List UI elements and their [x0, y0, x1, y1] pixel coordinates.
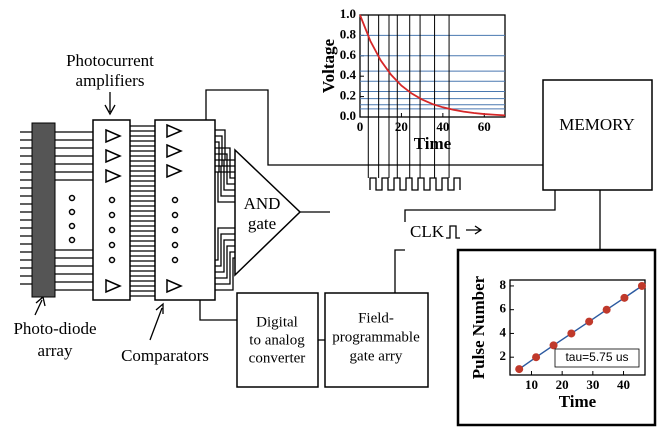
block-label: MEMORY — [559, 115, 635, 134]
block-label: to analog — [249, 332, 305, 348]
fpga-box — [324, 292, 429, 388]
data-point — [549, 341, 558, 350]
x-tick-label: 0 — [357, 119, 364, 134]
annotation: tau=5.75 us — [565, 350, 628, 364]
x-axis-label: Time — [559, 392, 597, 411]
label: Photocurrent — [66, 51, 154, 70]
data-point — [637, 281, 646, 290]
y-tick-label: 0.2 — [340, 88, 356, 103]
y-tick-label: 0.4 — [340, 67, 357, 82]
data-point — [515, 365, 524, 374]
block-label: converter — [249, 350, 306, 366]
label: Photo-diode — [13, 319, 96, 338]
y-tick-label: 1.0 — [340, 6, 356, 21]
x-tick-label: 30 — [586, 377, 599, 392]
wiring — [20, 89, 601, 341]
block-label: gate arry — [350, 348, 403, 364]
y-tick-label: 0.8 — [340, 26, 357, 41]
x-tick-label: 40 — [617, 377, 630, 392]
x-tick-label: 20 — [395, 119, 408, 134]
labels: Photocurrent amplifiers Comparators Phot… — [13, 51, 634, 367]
x-tick-label: 20 — [556, 377, 569, 392]
plot-frame — [359, 14, 506, 118]
y-axis-label: Voltage — [319, 38, 338, 93]
and-gate — [234, 148, 302, 277]
x-tick-label: 40 — [436, 119, 449, 134]
decay-curve — [359, 14, 506, 117]
x-tick-label: 10 — [525, 377, 538, 392]
x-tick-label: 60 — [478, 119, 491, 134]
label: array — [38, 341, 73, 360]
block-label: AND — [244, 194, 281, 213]
block-label: Field- — [358, 310, 394, 326]
data-point — [602, 305, 611, 314]
block-label: programmable — [332, 329, 420, 345]
y-tick-label: 0.0 — [340, 108, 356, 123]
y-tick-label: 8 — [500, 277, 507, 292]
amplifier-box — [92, 119, 131, 301]
data-point — [567, 329, 576, 338]
annotation-box — [554, 348, 640, 368]
clk-label: CLK — [410, 222, 445, 241]
data-point — [620, 293, 629, 302]
dac-box — [236, 292, 319, 388]
data-point — [532, 353, 541, 362]
block-label: gate — [248, 214, 276, 233]
block-label: Digital — [256, 314, 298, 330]
photodiode-array — [31, 122, 56, 298]
comparator-box — [154, 119, 216, 301]
y-axis-label: Pulse Number — [469, 275, 488, 379]
y-tick-label: 6 — [500, 301, 507, 316]
label: amplifiers — [76, 71, 145, 90]
x-axis-label: Time — [414, 134, 452, 153]
amplifier-symbols — [68, 123, 183, 294]
y-tick-label: 0.6 — [340, 47, 357, 62]
label: Comparators — [121, 346, 209, 365]
data-point — [585, 317, 594, 326]
y-tick-label: 4 — [500, 324, 507, 339]
y-tick-label: 2 — [500, 348, 507, 363]
memory-box — [542, 79, 653, 191]
